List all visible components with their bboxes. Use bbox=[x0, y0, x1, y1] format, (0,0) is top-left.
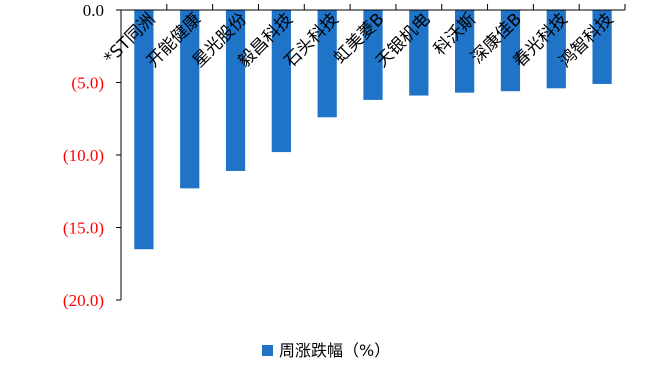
legend: 周涨跌幅（%） bbox=[262, 341, 390, 360]
bar bbox=[134, 10, 154, 250]
y-axis-ticks: 0.0 (5.0) (10.0) (15.0) (20.0) bbox=[63, 1, 121, 310]
bar bbox=[317, 10, 337, 118]
bar bbox=[500, 10, 521, 92]
y-tick-label: 0.0 bbox=[83, 1, 104, 20]
bar bbox=[180, 10, 200, 189]
y-tick-label: (5.0) bbox=[71, 74, 104, 93]
x-axis-ticks bbox=[166, 4, 626, 10]
y-tick-label: (10.0) bbox=[63, 146, 104, 165]
bar bbox=[409, 10, 429, 96]
category-labels: *ST同洲开能健康星光股份毅昌科技石头科技虹美菱B天银机电科沃斯深康佳B春光科技… bbox=[100, 9, 617, 71]
bar bbox=[225, 10, 246, 171]
bar bbox=[592, 10, 612, 84]
bar bbox=[271, 10, 291, 153]
legend-swatch bbox=[262, 345, 273, 356]
bar bbox=[546, 10, 566, 89]
bar bbox=[455, 10, 475, 93]
y-tick-label: (20.0) bbox=[63, 291, 104, 310]
y-tick-label: (15.0) bbox=[63, 219, 104, 238]
legend-label: 周涨跌幅（%） bbox=[279, 341, 390, 360]
bar-group bbox=[134, 10, 612, 250]
bar bbox=[363, 10, 383, 100]
